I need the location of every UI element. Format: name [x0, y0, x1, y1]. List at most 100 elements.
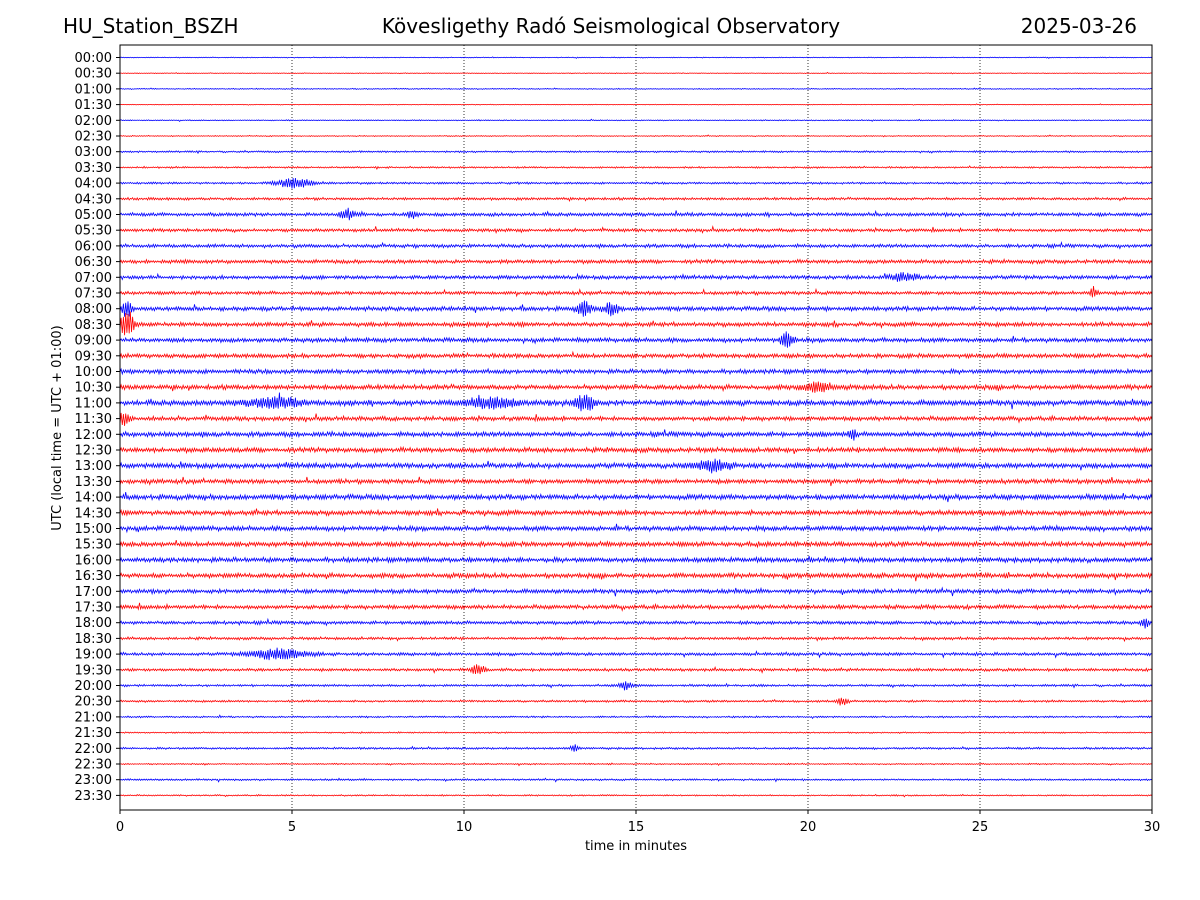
y-tick-label: 22:00 [75, 742, 112, 757]
trace-1900 [119, 647, 1153, 661]
trace-0030 [119, 71, 1153, 75]
trace-0600 [119, 240, 1153, 250]
y-tick-label: 02:30 [75, 130, 112, 145]
y-tick-label: 11:00 [75, 396, 112, 411]
trace-1230 [119, 445, 1153, 455]
trace-1700 [119, 586, 1153, 597]
chart-date: 2025-03-26 [1020, 14, 1137, 38]
trace-1800 [119, 617, 1153, 629]
y-tick-label: 08:00 [75, 302, 112, 317]
y-tick-label: 05:30 [75, 224, 112, 239]
x-tick-label: 0 [116, 820, 124, 835]
y-tick-label: 21:30 [75, 726, 112, 741]
y-tick-label: 03:30 [75, 161, 112, 176]
y-axis-label: UTC (local time = UTC + 01:00) [50, 325, 65, 530]
trace-0830 [119, 311, 1153, 336]
x-tick-label: 30 [1144, 820, 1161, 835]
y-tick-label: 00:30 [75, 67, 112, 82]
y-tick-label: 19:00 [75, 648, 112, 663]
y-tick-label: 09:00 [75, 334, 112, 349]
trace-0300 [119, 149, 1153, 155]
station-name: HU_Station_BSZH [63, 14, 239, 38]
trace-0800 [119, 300, 1153, 317]
x-tick-label: 25 [972, 820, 989, 835]
trace-2030 [119, 697, 1153, 706]
trace-1730 [119, 602, 1153, 612]
trace-1000 [119, 367, 1153, 376]
trace-1130 [119, 412, 1153, 426]
trace-0500 [119, 207, 1153, 221]
trace-1200 [119, 429, 1153, 441]
trace-1100 [119, 392, 1153, 412]
trace-1400 [119, 492, 1153, 503]
trace-0130 [119, 103, 1153, 106]
y-tick-label: 03:00 [75, 145, 112, 160]
y-tick-label: 14:30 [75, 506, 112, 521]
trace-1630 [119, 571, 1153, 582]
trace-2300 [119, 777, 1153, 783]
y-tick-label: 16:00 [75, 553, 112, 568]
x-tick-label: 20 [800, 820, 817, 835]
x-tick-label: 15 [628, 820, 645, 835]
trace-1500 [119, 523, 1153, 534]
y-tick-label: 01:00 [75, 82, 112, 97]
trace-0900 [119, 331, 1153, 348]
y-tick-label: 12:30 [75, 444, 112, 459]
y-tick-label: 06:30 [75, 255, 112, 270]
trace-0930 [119, 350, 1153, 360]
y-tick-label: 17:30 [75, 601, 112, 616]
trace-0530 [119, 225, 1153, 234]
y-tick-label: 16:30 [75, 569, 112, 584]
y-tick-label: 10:00 [75, 365, 112, 380]
trace-1330 [119, 476, 1153, 487]
y-tick-label: 22:30 [75, 758, 112, 773]
trace-0400 [119, 178, 1153, 189]
y-tick-label: 10:30 [75, 381, 112, 396]
trace-2100 [119, 714, 1153, 720]
trace-1030 [119, 381, 1153, 393]
y-tick-label: 05:00 [75, 208, 112, 223]
trace-0100 [119, 87, 1153, 91]
y-tick-label: 20:00 [75, 679, 112, 694]
y-tick-label: 09:30 [75, 349, 112, 364]
trace-1600 [119, 555, 1153, 564]
trace-1930 [119, 664, 1153, 675]
y-tick-label: 01:30 [75, 98, 112, 113]
y-tick-label: 18:00 [75, 616, 112, 631]
y-tick-label: 23:00 [75, 773, 112, 788]
y-tick-label: 04:30 [75, 192, 112, 207]
x-axis-label: time in minutes [585, 839, 687, 854]
trace-1830 [119, 635, 1153, 643]
trace-2200 [119, 744, 1153, 752]
trace-1530 [119, 540, 1153, 549]
trace-0000 [119, 56, 1153, 59]
y-tick-label: 06:00 [75, 239, 112, 254]
y-tick-label: 21:00 [75, 710, 112, 725]
y-tick-label: 08:30 [75, 318, 112, 333]
trace-0730 [119, 286, 1153, 298]
trace-0230 [119, 134, 1153, 138]
trace-2130 [119, 731, 1153, 735]
trace-0200 [119, 118, 1153, 123]
trace-layer [119, 56, 1153, 798]
y-tick-label: 07:30 [75, 287, 112, 302]
y-tick-label: 07:00 [75, 271, 112, 286]
y-tick-label: 11:30 [75, 412, 112, 427]
y-tick-label: 23:30 [75, 789, 112, 804]
trace-1300 [119, 458, 1153, 474]
y-tick-label: 12:00 [75, 428, 112, 443]
y-tick-label: 15:00 [75, 522, 112, 537]
y-tick-label: 00:00 [75, 51, 112, 66]
y-tick-label: 04:00 [75, 177, 112, 192]
plot-background [120, 45, 1152, 810]
trace-2000 [119, 681, 1153, 691]
y-tick-label: 13:00 [75, 459, 112, 474]
x-axis: 0 5 10 15 20 25 30 [116, 810, 1160, 835]
observatory-title: Kövesligethy Radó Seismological Observat… [381, 14, 841, 38]
y-tick-label: 13:30 [75, 475, 112, 490]
x-tick-label: 10 [456, 820, 473, 835]
y-tick-label: 17:00 [75, 585, 112, 600]
trace-2230 [119, 762, 1153, 767]
y-tick-label: 02:00 [75, 114, 112, 129]
